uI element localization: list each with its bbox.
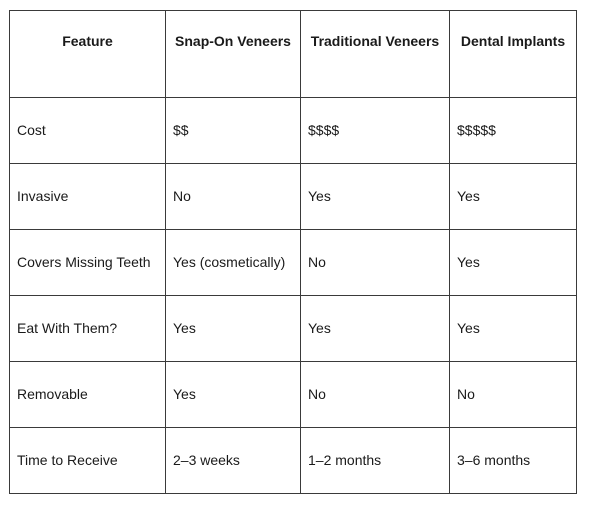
row-eat-feature: Eat With Them? [9, 295, 166, 362]
header-snap-on-veneers: Snap-On Veneers [165, 10, 301, 98]
table-row: Covers Missing Teeth Yes (cosmetically) … [9, 229, 577, 296]
row-removable-snap-on: Yes [165, 361, 301, 428]
row-time-feature: Time to Receive [9, 427, 166, 494]
row-invasive-feature: Invasive [9, 163, 166, 230]
row-time-traditional: 1–2 months [300, 427, 450, 494]
table-header: Feature Snap-On Veneers Traditional Vene… [9, 10, 577, 98]
row-removable-traditional: No [300, 361, 450, 428]
table-row: Time to Receive 2–3 weeks 1–2 months 3–6… [9, 427, 577, 494]
table-row: Cost $$ $$$$ $$$$$ [9, 97, 577, 164]
table-row: Eat With Them? Yes Yes Yes [9, 295, 577, 362]
table-row: Invasive No Yes Yes [9, 163, 577, 230]
row-cost-snap-on: $$ [165, 97, 301, 164]
row-cost-traditional: $$$$ [300, 97, 450, 164]
header-row: Feature Snap-On Veneers Traditional Vene… [9, 10, 577, 98]
row-missing-teeth-snap-on: Yes (cosmetically) [165, 229, 301, 296]
row-missing-teeth-feature: Covers Missing Teeth [9, 229, 166, 296]
row-removable-implants: No [449, 361, 577, 428]
row-eat-implants: Yes [449, 295, 577, 362]
row-eat-traditional: Yes [300, 295, 450, 362]
table-row: Removable Yes No No [9, 361, 577, 428]
row-removable-feature: Removable [9, 361, 166, 428]
table-body: Cost $$ $$$$ $$$$$ Invasive No Yes Yes C… [9, 97, 577, 494]
row-time-implants: 3–6 months [449, 427, 577, 494]
header-traditional-veneers: Traditional Veneers [300, 10, 450, 98]
row-cost-feature: Cost [9, 97, 166, 164]
header-dental-implants: Dental Implants [449, 10, 577, 98]
row-invasive-implants: Yes [449, 163, 577, 230]
row-cost-implants: $$$$$ [449, 97, 577, 164]
header-feature: Feature [9, 10, 166, 98]
row-missing-teeth-implants: Yes [449, 229, 577, 296]
row-eat-snap-on: Yes [165, 295, 301, 362]
comparison-table: Feature Snap-On Veneers Traditional Vene… [9, 10, 577, 494]
row-invasive-snap-on: No [165, 163, 301, 230]
row-invasive-traditional: Yes [300, 163, 450, 230]
row-missing-teeth-traditional: No [300, 229, 450, 296]
row-time-snap-on: 2–3 weeks [165, 427, 301, 494]
